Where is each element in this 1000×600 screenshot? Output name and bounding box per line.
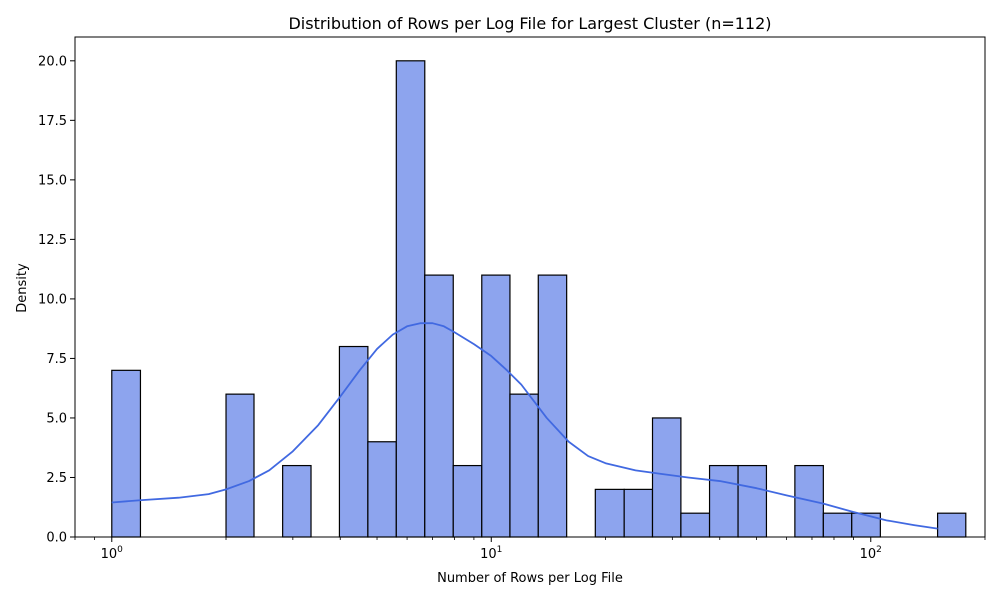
x-tick-label: 100: [101, 545, 124, 562]
histogram-bar: [708, 464, 739, 538]
histogram-bar: [680, 512, 711, 538]
plot-frame: [74, 36, 986, 538]
x-tick-label: 101: [480, 545, 502, 562]
y-tick-label: 2.5: [46, 471, 67, 486]
histogram-bar: [452, 464, 483, 538]
kde-layer: [111, 322, 938, 530]
y-tick-label: 10.0: [38, 292, 67, 307]
histogram-bar: [367, 441, 397, 538]
y-tick-label: 5.0: [46, 411, 67, 426]
y-tick-label: 15.0: [38, 173, 67, 188]
histogram-bar: [623, 488, 654, 538]
histogram-bar: [936, 512, 967, 538]
histogram-bar: [481, 274, 511, 538]
y-tick-label: 12.5: [38, 233, 67, 248]
axes-layer: 0.0 2.5 5.0 7.5 10.0 12.5 15.0 17.5 20.0 100 101 10…: [38, 36, 986, 562]
histogram-bar: [338, 345, 369, 538]
histogram-bar: [424, 274, 454, 538]
histogram-bar: [651, 417, 682, 538]
y-tick-label: 7.5: [46, 352, 67, 367]
histogram-bar: [851, 512, 881, 538]
histogram-bar: [282, 464, 312, 538]
y-axis-title: Density: [15, 263, 30, 313]
histogram-bar: [737, 464, 768, 538]
histogram-bar: [395, 60, 426, 538]
histogram-bar: [509, 393, 539, 538]
kde-curve: [111, 322, 938, 530]
y-tick-label: 17.5: [38, 114, 67, 129]
y-tick-label: 0.0: [46, 531, 67, 546]
bars-layer: [111, 60, 967, 538]
x-tick-label: 102: [860, 545, 882, 562]
histogram-bar: [225, 393, 255, 538]
histogram-bar: [822, 512, 853, 538]
histogram-bar: [537, 274, 568, 538]
chart-title: Distribution of Rows per Log File for La…: [288, 14, 771, 33]
histogram-bar: [594, 488, 625, 538]
y-tick-label: 20.0: [38, 54, 67, 69]
histogram-bar: [111, 369, 142, 538]
x-axis-title: Number of Rows per Log File: [437, 571, 623, 586]
